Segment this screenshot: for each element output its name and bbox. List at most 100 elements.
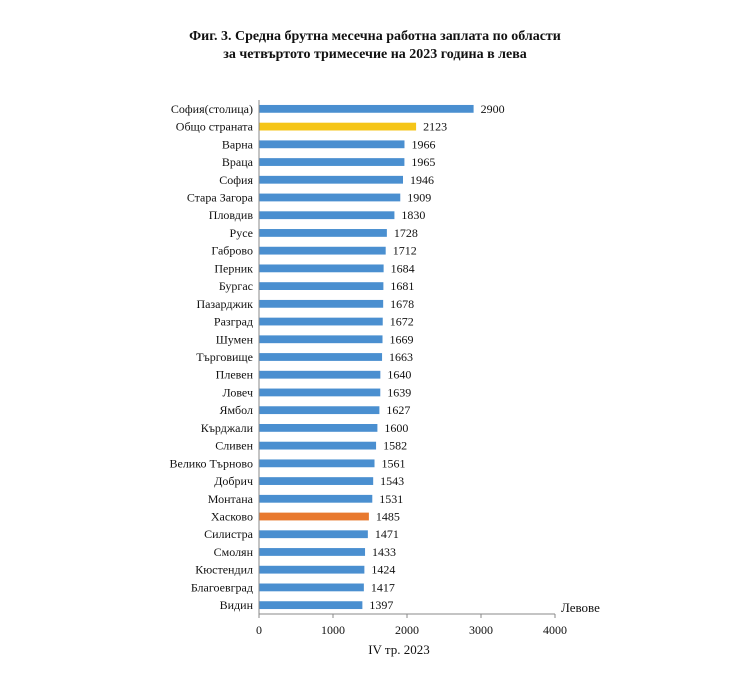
data-label: 2123: [423, 120, 447, 134]
data-label: 1471: [375, 527, 399, 541]
x-axis-label: IV тр. 2023: [368, 642, 430, 657]
bar: [259, 548, 366, 556]
category-label: Благоевград: [191, 580, 253, 594]
bar: [259, 122, 417, 131]
category-label: Кърджали: [201, 421, 254, 435]
data-label: 1424: [371, 563, 395, 577]
category-label: Перник: [214, 261, 253, 275]
bar: [259, 601, 363, 610]
x-tick-label: 2000: [395, 623, 419, 637]
category-label: Русе: [230, 226, 253, 240]
data-label: 1678: [390, 297, 414, 311]
category-label: Сливен: [215, 439, 253, 453]
bar: [259, 140, 405, 149]
data-label: 1663: [389, 350, 413, 364]
bar: [259, 211, 395, 220]
category-label: Бургас: [219, 279, 253, 293]
category-label: Габрово: [211, 244, 253, 258]
data-label: 1684: [391, 261, 415, 275]
bar: [259, 158, 405, 166]
bar: [259, 370, 381, 379]
category-label: Велико Търново: [169, 456, 253, 470]
data-label: 1543: [380, 474, 404, 488]
bar: [259, 264, 384, 273]
category-label: Пазарджик: [196, 297, 253, 311]
data-label: 1966: [411, 137, 435, 151]
x-tick-label: 3000: [469, 623, 493, 637]
x-tick-label: 1000: [321, 623, 345, 637]
category-label: София: [219, 173, 253, 187]
data-label: 1639: [387, 385, 411, 399]
bars-group: София(столица) 2900 Общо страната 2123 Варна…: [169, 102, 504, 612]
data-label: 1712: [393, 244, 417, 258]
bar: [259, 406, 380, 415]
bar: [259, 424, 378, 432]
category-label: Хасково: [211, 510, 253, 524]
data-label: 1965: [411, 155, 435, 169]
data-label: 1669: [390, 332, 414, 346]
category-label: Враца: [222, 155, 254, 169]
bar: [259, 193, 401, 202]
data-label: 1627: [386, 403, 410, 417]
bar: [259, 104, 474, 113]
data-label: 1485: [376, 510, 400, 524]
bar: [259, 459, 375, 468]
category-label: София(столица): [171, 102, 253, 116]
category-label: Ямбол: [219, 403, 253, 417]
category-label: Силистра: [204, 527, 254, 541]
chart-title-line2: за четвъртото тримесечие на 2023 година …: [223, 47, 527, 62]
bar: [259, 494, 373, 503]
data-label: 1640: [387, 368, 411, 382]
x-tick-label: 4000: [543, 623, 567, 637]
bar: [259, 512, 369, 521]
data-label: 1531: [379, 492, 403, 506]
category-label: Видин: [220, 598, 254, 612]
data-label: 1830: [401, 208, 425, 222]
data-label: 1909: [407, 190, 431, 204]
chart-title-line1: Фиг. 3. Средна брутна месечна работна за…: [189, 29, 561, 44]
data-label: 1397: [369, 598, 393, 612]
bar: [259, 317, 383, 326]
data-label: 1433: [372, 545, 396, 559]
data-label: 1600: [384, 421, 408, 435]
category-label: Пловдив: [209, 208, 254, 222]
data-label: 1681: [390, 279, 414, 293]
x-axis-unit-label: Левове: [561, 600, 600, 615]
bar: [259, 477, 374, 485]
category-label: Добрич: [214, 474, 253, 488]
bar: [259, 353, 383, 361]
data-label: 1582: [383, 439, 407, 453]
data-label: 1946: [410, 173, 434, 187]
axes-group: 0 1000 2000 3000 4000: [256, 100, 567, 637]
x-tick-label: 0: [256, 623, 262, 637]
category-label: Шумен: [216, 332, 254, 346]
data-label: 1728: [394, 226, 418, 240]
category-label: Кюстендил: [195, 563, 253, 577]
bar: [259, 388, 381, 397]
category-label: Ловеч: [223, 385, 254, 399]
bar: [259, 299, 384, 308]
bar: [259, 565, 365, 574]
category-label: Общо страната: [176, 120, 254, 134]
category-label: Плевен: [216, 368, 254, 382]
chart-title: Фиг. 3. Средна брутна месечна работна за…: [0, 28, 750, 64]
category-label: Монтана: [208, 492, 254, 506]
bar: [259, 175, 403, 184]
bar: [259, 441, 377, 450]
bar: [259, 530, 368, 539]
category-label: Стара Загора: [187, 190, 254, 204]
bar: [259, 583, 364, 592]
category-label: Търговище: [196, 350, 253, 364]
category-label: Варна: [222, 137, 254, 151]
data-label: 2900: [481, 102, 505, 116]
data-label: 1561: [382, 456, 406, 470]
data-label: 1672: [390, 315, 414, 329]
bar: [259, 335, 383, 344]
bar: [259, 229, 387, 237]
category-label: Разград: [214, 315, 253, 329]
data-label: 1417: [371, 580, 395, 594]
bar: [259, 282, 384, 290]
bar: [259, 246, 386, 255]
category-label: Смолян: [214, 545, 254, 559]
